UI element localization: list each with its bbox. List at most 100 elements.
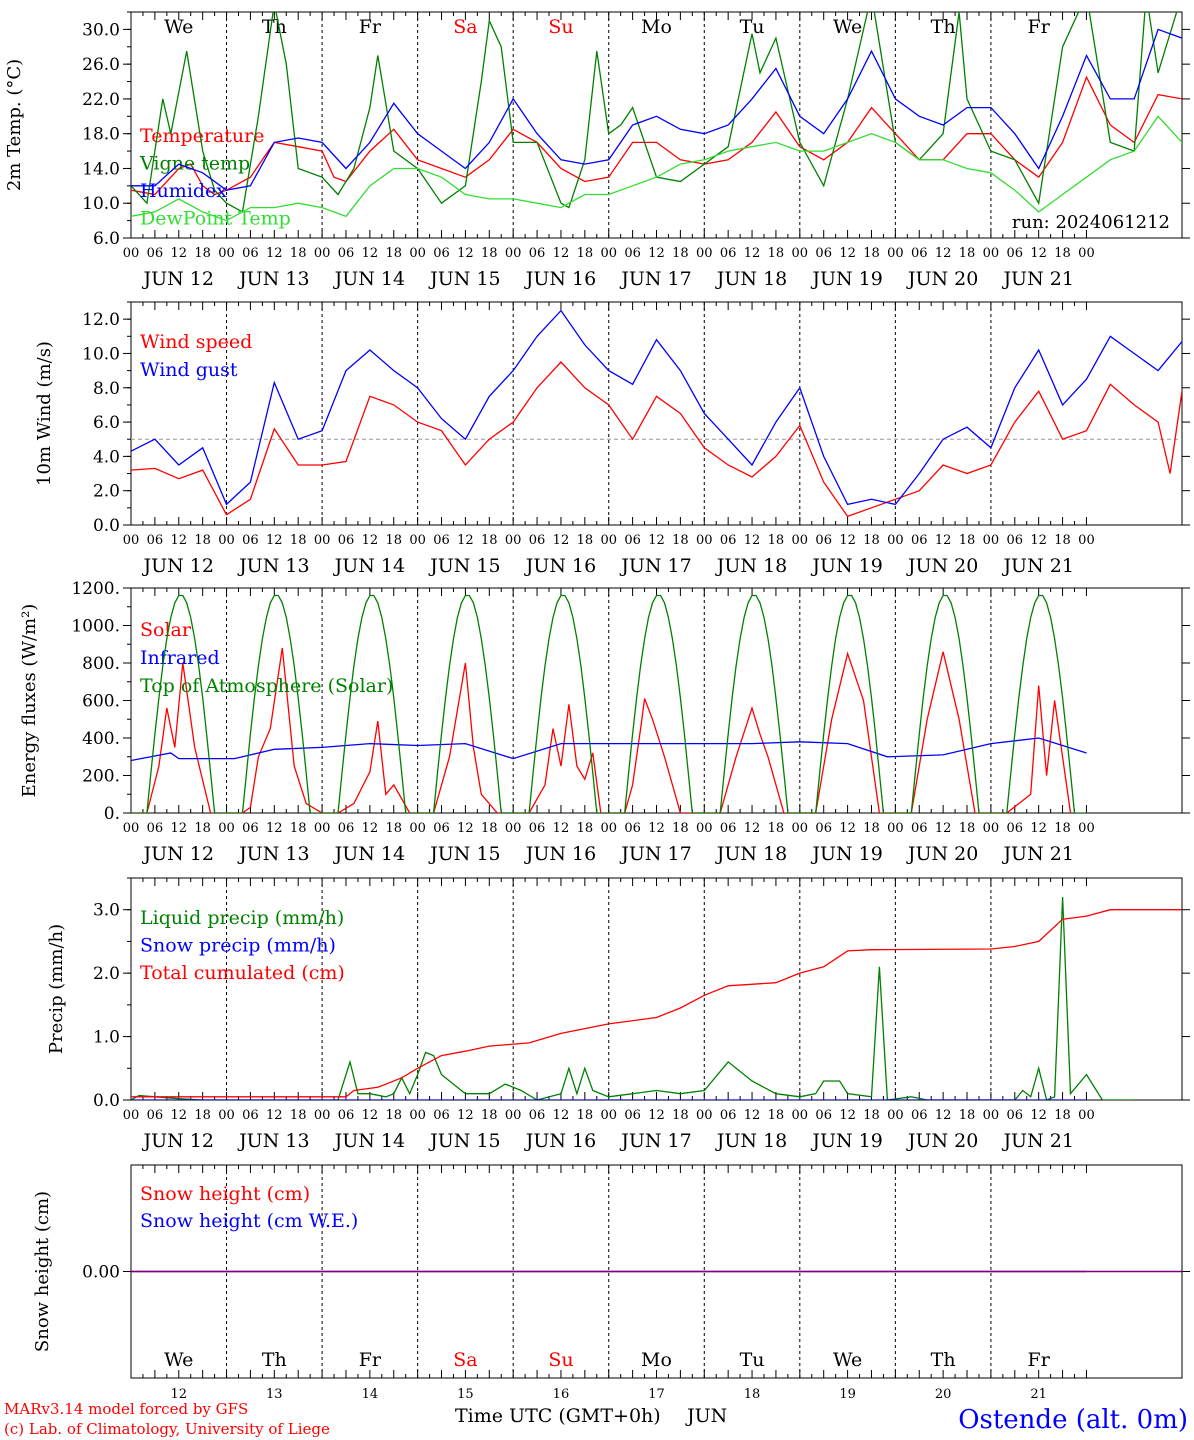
- y-tick-label: 30.0: [82, 20, 120, 40]
- x-hour-label: 00: [1078, 246, 1095, 261]
- x-hour-label: 00: [792, 1108, 809, 1123]
- x-hour-label: 06: [529, 1108, 546, 1123]
- x-hour-label: 06: [911, 246, 928, 261]
- x-hour-label: 12: [553, 1108, 570, 1123]
- x-hour-label: 18: [768, 821, 785, 836]
- x-hour-label: 12: [648, 246, 665, 261]
- x-hour-label: 00: [314, 246, 331, 261]
- time-axis-label: Time UTC (GMT+0h): [455, 1405, 661, 1427]
- day-name-label: We: [164, 1349, 193, 1371]
- x-hour-label: 06: [624, 246, 641, 261]
- y-tick-label: 0.: [104, 804, 120, 824]
- x-hour-label: 18: [385, 246, 402, 261]
- y-tick-label: 200.: [82, 767, 120, 787]
- x-day-number: 18: [744, 1387, 761, 1402]
- x-hour-label: 06: [815, 533, 832, 548]
- x-date-label: JUN 12: [142, 843, 214, 865]
- y-tick-label: 1000.: [71, 617, 120, 637]
- day-name-label: Th: [931, 16, 956, 38]
- x-hour-label: 00: [409, 246, 426, 261]
- x-hour-label: 12: [935, 533, 952, 548]
- x-hour-label: 00: [123, 821, 140, 836]
- x-date-label: JUN 16: [524, 268, 596, 290]
- x-hour-label: 00: [314, 821, 331, 836]
- x-hour-label: 18: [481, 533, 498, 548]
- series-line-red: [131, 909, 1182, 1098]
- y-axis-label: Precip (mm/h): [46, 924, 67, 1054]
- x-hour-label: 18: [1054, 821, 1071, 836]
- x-hour-label: 06: [815, 821, 832, 836]
- x-hour-label: 18: [194, 821, 211, 836]
- x-date-label: JUN 21: [1001, 268, 1073, 290]
- x-hour-label: 18: [863, 246, 880, 261]
- day-name-label: Mo: [641, 1349, 672, 1371]
- day-name-label: Fr: [1028, 16, 1051, 38]
- x-hour-label: 12: [266, 821, 283, 836]
- x-hour-label: 06: [720, 1108, 737, 1123]
- x-hour-label: 06: [720, 821, 737, 836]
- x-date-label: JUN 19: [810, 1130, 882, 1152]
- x-hour-label: 06: [433, 1108, 450, 1123]
- y-tick-label: 12.0: [82, 310, 120, 330]
- x-date-label: JUN 13: [237, 1130, 309, 1152]
- x-hour-label: 18: [290, 246, 307, 261]
- x-hour-label: 18: [481, 246, 498, 261]
- day-name-label: Th: [262, 1349, 287, 1371]
- y-tick-label: 4.0: [93, 447, 120, 467]
- x-date-label: JUN 18: [715, 843, 787, 865]
- x-hour-label: 00: [696, 246, 713, 261]
- x-date-label: JUN 16: [524, 1130, 596, 1152]
- y-tick-label: 10.0: [82, 194, 120, 214]
- x-hour-label: 12: [457, 1108, 474, 1123]
- legend-entry: Infrared: [140, 647, 220, 669]
- x-hour-label: 18: [959, 821, 976, 836]
- x-hour-label: 06: [147, 821, 164, 836]
- x-hour-label: 06: [720, 246, 737, 261]
- x-hour-label: 06: [1007, 246, 1024, 261]
- x-date-label: JUN 16: [524, 843, 596, 865]
- x-hour-label: 18: [1054, 246, 1071, 261]
- x-hour-label: 00: [983, 821, 1000, 836]
- x-hour-label: 06: [911, 533, 928, 548]
- x-hour-label: 06: [624, 821, 641, 836]
- x-hour-label: 00: [696, 1108, 713, 1123]
- series-line-green: [131, 594, 1087, 813]
- x-hour-label: 18: [863, 1108, 880, 1123]
- y-tick-label: 2.0: [93, 482, 120, 502]
- x-date-label: JUN 14: [333, 1130, 405, 1152]
- day-name-label: Su: [548, 16, 573, 38]
- x-hour-label: 00: [792, 246, 809, 261]
- legend-entry: Solar: [140, 619, 192, 641]
- x-date-label: JUN 18: [715, 1130, 787, 1152]
- y-tick-label: 14.0: [82, 159, 120, 179]
- x-hour-label: 00: [696, 821, 713, 836]
- x-hour-label: 06: [815, 1108, 832, 1123]
- panel-temperature: 6.0 10.0 14.0 18.0 22.0 26.0 30.0 2m Temp. (°C)…: [4, 11, 1190, 290]
- y-axis-label: Snow height (cm): [32, 1191, 53, 1352]
- x-hour-label: 00: [887, 533, 904, 548]
- x-date-label: JUN 19: [810, 268, 882, 290]
- x-date-label: JUN 15: [428, 1130, 500, 1152]
- x-hour-label: 12: [457, 246, 474, 261]
- x-hour-label: 06: [433, 533, 450, 548]
- x-hour-label: 00: [218, 533, 235, 548]
- x-day-number: 14: [362, 1387, 379, 1402]
- y-tick-label: 0.0: [93, 1091, 120, 1111]
- x-hour-label: 12: [1030, 1108, 1047, 1123]
- x-hour-label: 18: [863, 821, 880, 836]
- x-hour-label: 06: [1007, 533, 1024, 548]
- x-hour-label: 06: [242, 821, 259, 836]
- x-hour-label: 12: [170, 533, 187, 548]
- x-hour-label: 00: [983, 533, 1000, 548]
- x-hour-label: 12: [744, 1108, 761, 1123]
- x-date-label: JUN 21: [1001, 1130, 1073, 1152]
- y-tick-label: 2.0: [93, 964, 120, 984]
- x-hour-label: 00: [314, 533, 331, 548]
- x-hour-label: 12: [362, 1108, 379, 1123]
- x-hour-label: 00: [218, 246, 235, 261]
- panel-energy: 0. 200. 400. 600. 800. 1000. 1200. Energy fluxe…: [19, 579, 1190, 865]
- x-hour-label: 12: [935, 821, 952, 836]
- x-date-label: JUN 15: [428, 268, 500, 290]
- y-tick-label: 26.0: [82, 55, 120, 75]
- x-date-label: JUN 15: [428, 843, 500, 865]
